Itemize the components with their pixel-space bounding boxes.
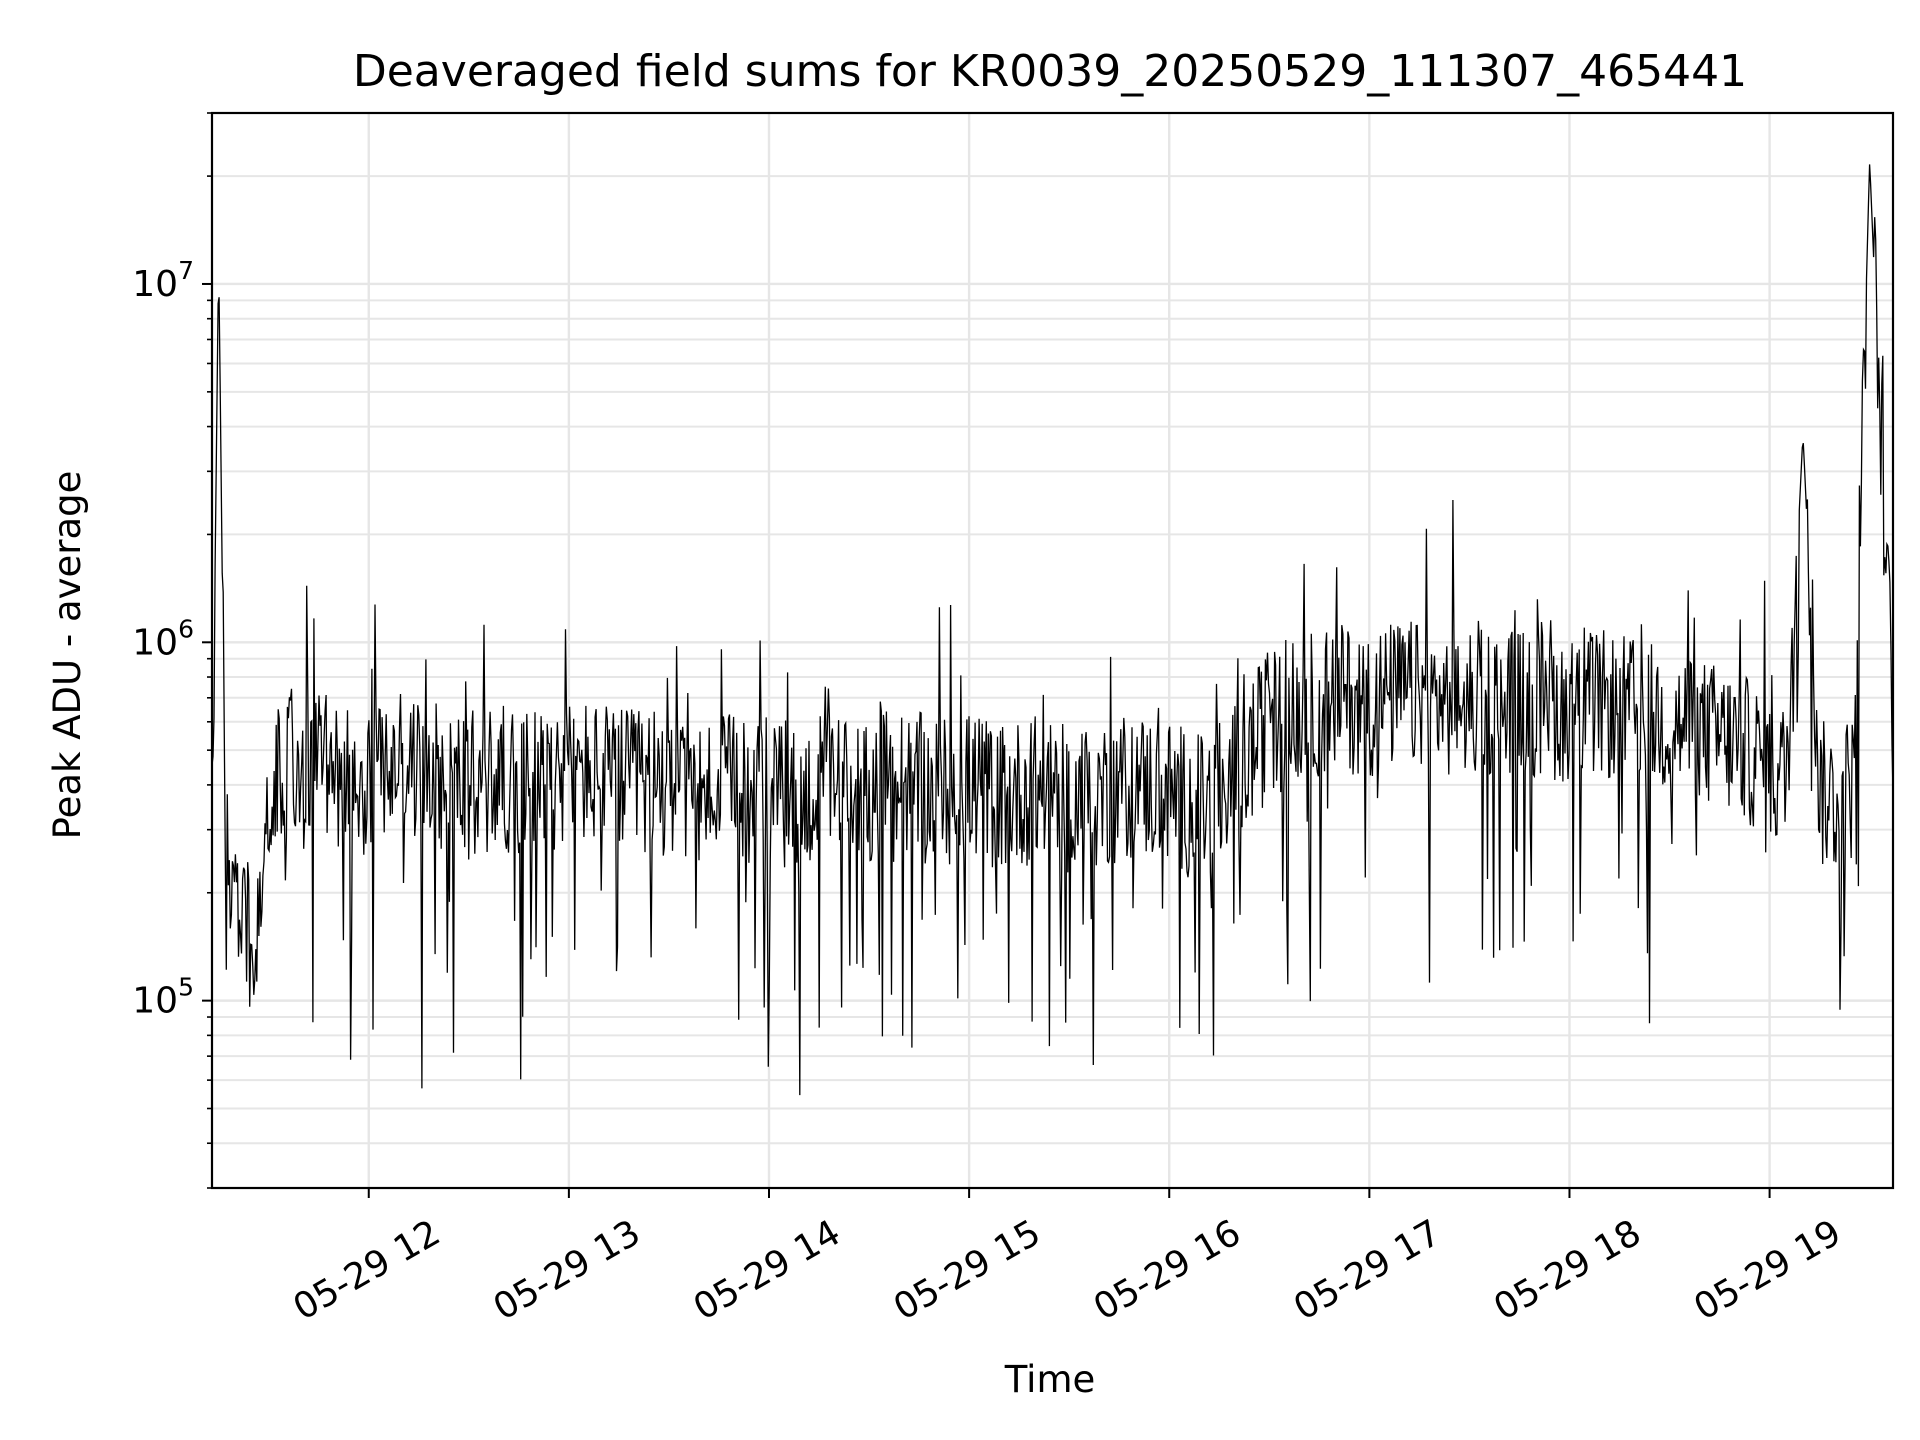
- y-tick-label-exponent: 6: [178, 614, 194, 643]
- y-tick-label-base: 10: [132, 264, 178, 305]
- y-tick-label: 105: [132, 973, 194, 1022]
- y-tick-label-base: 10: [132, 622, 178, 663]
- y-tick-label-exponent: 5: [178, 973, 194, 1002]
- y-tick-label-base: 10: [132, 981, 178, 1022]
- y-tick-label: 106: [132, 614, 194, 663]
- plot-frame: [210, 111, 1895, 1190]
- series-layer: [211, 164, 1894, 1096]
- y-tick-label-exponent: 7: [178, 256, 194, 285]
- x-axis-label: Time: [1004, 1358, 1096, 1401]
- chart-title: Deaveraged field sums for KR0039_2025052…: [353, 46, 1747, 97]
- y-tick-label: 107: [132, 256, 194, 305]
- y-axis-label: Peak ADU - average: [46, 471, 89, 840]
- series-line: [211, 164, 1894, 1096]
